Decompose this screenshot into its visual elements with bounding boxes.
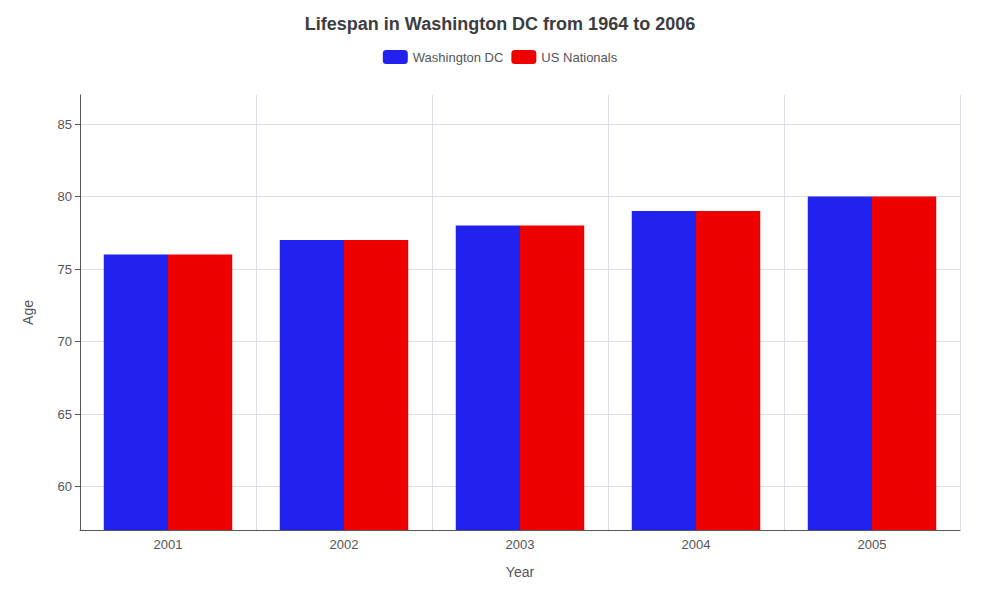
svg-text:Age: Age <box>20 300 36 325</box>
svg-text:75: 75 <box>58 262 72 277</box>
svg-text:70: 70 <box>58 334 72 349</box>
svg-text:65: 65 <box>58 407 72 422</box>
svg-text:80: 80 <box>58 189 72 204</box>
svg-text:Lifespan in Washington DC from: Lifespan in Washington DC from 1964 to 2… <box>305 14 695 34</box>
svg-text:2003: 2003 <box>506 537 535 552</box>
svg-text:Washington DC: Washington DC <box>413 50 504 65</box>
svg-text:2005: 2005 <box>858 537 887 552</box>
svg-text:85: 85 <box>58 117 72 132</box>
svg-text:2002: 2002 <box>330 537 359 552</box>
svg-text:60: 60 <box>58 479 72 494</box>
svg-text:Year: Year <box>506 564 535 580</box>
svg-text:2004: 2004 <box>682 537 711 552</box>
svg-text:2001: 2001 <box>154 537 183 552</box>
svg-text:US Nationals: US Nationals <box>541 50 617 65</box>
